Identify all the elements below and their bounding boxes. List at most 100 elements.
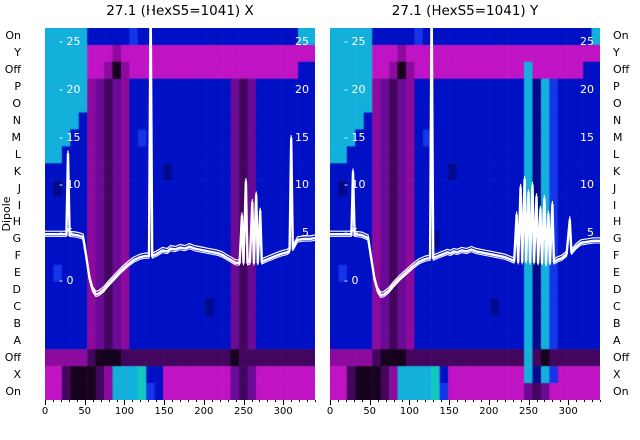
row-label: E xyxy=(613,266,620,280)
x-tick-mark xyxy=(251,400,253,402)
x-tick-mark xyxy=(76,400,78,402)
row-label: X xyxy=(13,367,21,381)
dipole-trace-y xyxy=(330,0,600,293)
x-tick-mark xyxy=(425,400,427,402)
x-tick-mark xyxy=(544,400,546,402)
x-tick-mark xyxy=(401,400,403,402)
x-tick-mark xyxy=(369,400,371,405)
x-tick-mark xyxy=(353,400,355,402)
x-tick-label: 150 xyxy=(439,406,459,417)
inner-y-tick-label: 5 xyxy=(587,226,594,240)
x-tick-mark xyxy=(449,400,451,405)
row-label: E xyxy=(14,266,21,280)
plot-area-x: - 25- 20- 15- 10- 5- 0 25 20 15 10 5 0 50 100 150… xyxy=(42,0,316,417)
x-tick-mark xyxy=(496,400,498,402)
x-tick-mark xyxy=(568,400,570,405)
x-tick-mark xyxy=(512,400,514,402)
heatmap-canvas xyxy=(330,28,600,400)
row-label: C xyxy=(13,300,21,313)
x-tick-mark xyxy=(235,400,237,402)
heatmap-canvas xyxy=(45,28,315,400)
x-tick-mark xyxy=(219,400,221,402)
row-label: G xyxy=(12,232,21,246)
x-tick-mark xyxy=(315,400,316,402)
x-tick-mark xyxy=(552,400,554,402)
x-tick-mark xyxy=(417,400,419,402)
inner-y-tick-label: - 20 xyxy=(59,82,81,96)
row-label: D xyxy=(12,283,21,297)
inner-y-tick-label: 20 xyxy=(295,82,309,96)
x-tick-mark xyxy=(488,400,490,405)
x-tick-mark xyxy=(600,400,601,402)
row-label: X xyxy=(613,367,621,381)
x-tick-label: 100 xyxy=(114,406,134,417)
row-label: Off xyxy=(4,63,21,77)
x-tick-mark xyxy=(345,400,347,402)
x-tick-mark xyxy=(560,400,562,402)
x-tick-mark xyxy=(187,400,189,402)
x-tick-mark xyxy=(330,400,331,405)
x-tick-mark xyxy=(164,400,166,405)
x-tick-mark xyxy=(576,400,578,402)
row-label: Y xyxy=(14,46,21,60)
x-tick-mark xyxy=(92,400,94,402)
x-tick-label: 250 xyxy=(233,406,254,417)
x-tick-mark xyxy=(465,400,466,402)
x-tick-mark xyxy=(116,400,118,402)
x-tick-mark xyxy=(52,400,54,402)
x-tick-mark xyxy=(433,400,435,402)
x-tick-mark xyxy=(299,400,301,402)
row-label: On xyxy=(613,29,629,43)
inner-y-tick-label: - 10 xyxy=(59,178,81,192)
row-label: L xyxy=(613,147,620,161)
x-tick-mark xyxy=(307,400,309,402)
row-label: M xyxy=(613,130,623,144)
x-tick-mark xyxy=(156,400,158,402)
x-tick-mark xyxy=(528,400,530,405)
trace-overlay xyxy=(330,0,600,298)
inner-y-tick-label: - 20 xyxy=(344,82,366,96)
x-tick-mark xyxy=(195,400,197,402)
x-tick-mark xyxy=(203,400,205,405)
x-tick-label: 300 xyxy=(273,406,293,417)
inner-y-tick-label: 25 xyxy=(580,35,594,48)
x-tick-mark xyxy=(480,400,482,402)
x-tick-mark xyxy=(148,400,150,402)
row-labels-right: On Y Off P O N M L K J I H G F E D C B A Off X On xyxy=(612,0,640,440)
x-tick-mark xyxy=(592,400,594,402)
x-tick-mark xyxy=(132,400,134,402)
inner-y-tick-label: 10 xyxy=(295,178,309,192)
x-tick-label: 0 xyxy=(326,406,334,417)
x-tick-mark xyxy=(45,400,46,405)
x-tick-mark xyxy=(84,400,86,405)
row-label: O xyxy=(12,97,21,111)
row-label: K xyxy=(13,164,21,178)
row-label: Off xyxy=(4,350,21,364)
x-tick-mark xyxy=(457,400,459,402)
inner-y-tick-label: - 5 xyxy=(344,226,359,240)
x-tick-mark xyxy=(409,400,411,405)
x-tick-mark xyxy=(283,400,285,405)
row-label: B xyxy=(613,316,621,330)
trace-overlay xyxy=(45,0,316,298)
row-label: I xyxy=(17,198,21,212)
row-labels-left: On Y Off P O N M L K J I H G F E D C B A Off X On xyxy=(0,0,22,440)
row-label: J xyxy=(17,181,21,195)
row-label: A xyxy=(13,333,21,347)
inner-y-tick-label: 5 xyxy=(302,226,309,240)
row-label: B xyxy=(13,316,21,330)
inner-y-tick-label: - 25 xyxy=(344,35,366,48)
x-tick-label: 150 xyxy=(154,406,174,417)
row-label: O xyxy=(613,97,622,111)
row-label: On xyxy=(613,384,629,398)
x-tick-mark xyxy=(441,400,443,402)
row-label: M xyxy=(11,130,22,144)
inner-y-tick-label: 15 xyxy=(295,130,309,144)
row-label: Off xyxy=(613,350,630,364)
row-label: N xyxy=(12,114,21,127)
inner-y-tick-label: - 0 xyxy=(344,274,359,287)
x-tick-label: 50 xyxy=(78,406,92,417)
row-label: A xyxy=(613,333,621,347)
x-tick-mark xyxy=(180,400,181,402)
